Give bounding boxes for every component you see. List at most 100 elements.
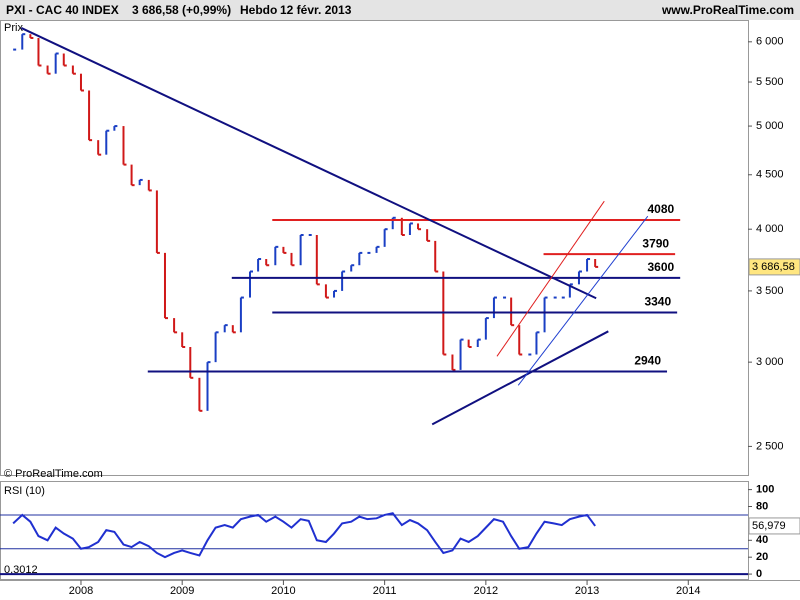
price-bar — [467, 339, 472, 348]
price-tag-label: 3 686,58 — [752, 261, 795, 273]
price-bar — [163, 252, 168, 320]
x-tick-label: 2011 — [373, 585, 397, 597]
price-bar — [122, 126, 127, 166]
price-bar — [62, 53, 67, 67]
price-bar — [147, 179, 152, 192]
price-bar — [459, 338, 464, 370]
price-bar — [214, 331, 219, 363]
y-tick-label: 2 500 — [756, 440, 784, 452]
level-label: 3340 — [644, 295, 671, 309]
y-tick-label: 4 500 — [756, 169, 784, 181]
rsi-min: 0,3012 — [4, 564, 38, 576]
price-bar — [239, 296, 244, 333]
price-bar — [71, 65, 76, 75]
trendline — [496, 200, 605, 357]
level-label: 4080 — [647, 202, 674, 216]
price-bar — [198, 377, 203, 412]
title: PXI - CAC 40 INDEX — [6, 3, 119, 17]
price-bar — [173, 318, 178, 334]
trendline — [517, 215, 649, 386]
price-bar — [21, 33, 26, 50]
level-label: 3600 — [647, 260, 674, 274]
price-bar — [46, 65, 51, 75]
price-bar — [206, 361, 211, 411]
rsi-tick-label: 40 — [756, 534, 768, 546]
x-tick-label: 2010 — [271, 585, 295, 597]
y-tick-label: 6 000 — [756, 36, 784, 48]
price-bar — [37, 37, 42, 67]
x-tick-label: 2009 — [170, 585, 194, 597]
price-bar — [130, 164, 135, 187]
rsi-tag-label: 56,979 — [752, 520, 786, 532]
header-bar — [0, 0, 800, 20]
price-bar — [375, 245, 380, 253]
price-bar — [105, 129, 110, 155]
price-bar — [265, 259, 270, 267]
price-bar — [492, 296, 497, 319]
price-bar — [434, 240, 439, 273]
price-bar — [518, 325, 523, 356]
copyright: © ProRealTime.com — [4, 468, 103, 480]
level-label: 3790 — [642, 236, 669, 250]
price-bar — [274, 245, 279, 266]
price-bar — [543, 296, 548, 333]
y-tick-label: 4 000 — [756, 223, 784, 235]
price-bar — [249, 270, 254, 298]
price-bar — [341, 270, 346, 291]
site: www.ProRealTime.com — [661, 3, 794, 17]
level-label: 2940 — [634, 354, 661, 368]
price-bar — [451, 354, 456, 371]
rsi-title: RSI (10) — [4, 485, 45, 497]
price-bar — [535, 331, 540, 355]
price-bar — [426, 229, 431, 242]
price-bar — [257, 258, 262, 272]
price-bar — [282, 246, 287, 254]
rsi-tag — [748, 517, 800, 535]
period: Hebdo — [240, 3, 277, 17]
x-tick-label: 2014 — [676, 585, 700, 597]
price-bar — [231, 325, 236, 334]
trendline — [431, 330, 609, 426]
price-bar — [223, 324, 228, 333]
price-bar — [383, 228, 388, 247]
price-bar — [290, 252, 295, 267]
price-bar — [97, 140, 102, 156]
date: 12 févr. 2013 — [280, 3, 352, 17]
price-bar — [181, 332, 186, 348]
rsi-tick-label: 20 — [756, 551, 768, 563]
price-frame — [0, 20, 749, 476]
rsi-tick-label: 100 — [756, 484, 774, 496]
price-bar — [88, 90, 93, 142]
price-bar — [333, 289, 338, 298]
rsi-line — [12, 512, 596, 559]
price-bar — [113, 125, 118, 131]
price-bar — [189, 346, 194, 379]
y-tick-label: 3 500 — [756, 285, 784, 297]
price-bar — [138, 178, 143, 186]
price-bar — [79, 73, 84, 92]
quote: 3 686,58 (+0,99%) — [132, 3, 231, 17]
price-bar — [484, 317, 489, 340]
y-tick-label: 5 000 — [756, 120, 784, 132]
y-tick-label: 3 000 — [756, 356, 784, 368]
price-tag — [748, 258, 800, 276]
price-bar — [408, 222, 413, 236]
price-bar — [510, 297, 515, 327]
price-bar — [586, 258, 591, 272]
y-label: Prix — [4, 22, 23, 34]
rsi-tick-label: 0 — [756, 568, 762, 580]
rsi-tick-label: 80 — [756, 500, 768, 512]
trendline — [20, 27, 597, 300]
price-bar — [299, 234, 304, 266]
price-bar — [155, 190, 160, 254]
price-bar — [324, 284, 329, 299]
x-tick-label: 2008 — [69, 585, 93, 597]
price-bar — [350, 264, 355, 272]
x-tick-label: 2012 — [474, 585, 498, 597]
x-tick-label: 2013 — [575, 585, 599, 597]
price-bar — [417, 223, 422, 231]
y-tick-label: 5 500 — [756, 76, 784, 88]
price-bar — [54, 52, 59, 74]
